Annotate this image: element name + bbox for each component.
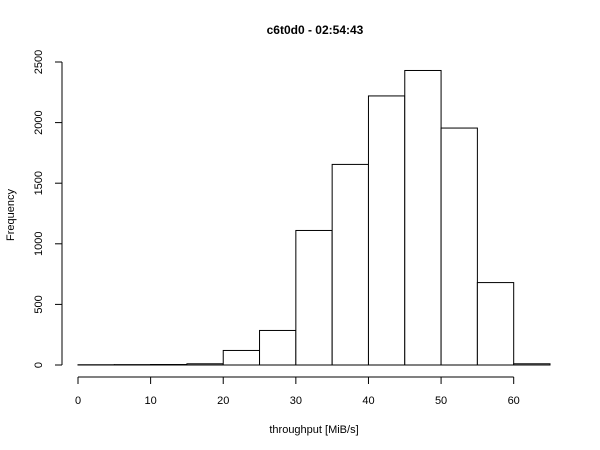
chart-title: c6t0d0 - 02:54:43 — [267, 23, 364, 37]
bar — [440, 127, 478, 366]
y-axis-label: Frequency — [5, 189, 17, 241]
y-tick-label: 1000 — [33, 232, 45, 256]
x-tick-label: 30 — [290, 395, 302, 407]
y-tick-label: 2500 — [33, 50, 45, 74]
y-tick-label: 500 — [33, 295, 45, 313]
x-tick-label: 10 — [144, 395, 156, 407]
x-tick-label: 20 — [217, 395, 229, 407]
bar — [404, 69, 442, 366]
y-tick-label: 2000 — [33, 110, 45, 134]
x-tick-label: 0 — [75, 395, 81, 407]
x-tick-label: 50 — [435, 395, 447, 407]
bar — [259, 329, 297, 366]
y-tick-label: 0 — [33, 362, 45, 368]
x-tick-label: 60 — [508, 395, 520, 407]
x-tick-label: 40 — [362, 395, 374, 407]
bar — [295, 229, 333, 366]
bar — [513, 363, 551, 366]
x-axis-label: throughput [MiB/s] — [269, 424, 358, 436]
y-tick-label: 1500 — [33, 171, 45, 195]
bar — [186, 363, 224, 366]
bar — [367, 95, 406, 366]
bar — [476, 282, 515, 366]
bar — [222, 349, 261, 366]
bar — [331, 163, 369, 366]
